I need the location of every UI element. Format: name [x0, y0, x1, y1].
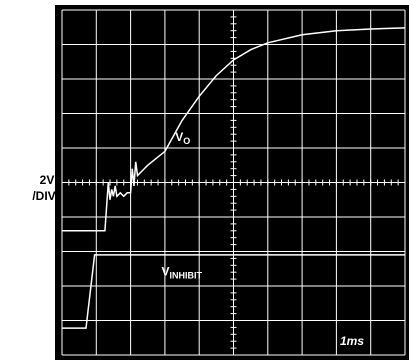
time-scale-label: 1ms [340, 334, 364, 348]
label-main: V [175, 130, 183, 144]
label-main: V [161, 265, 169, 279]
trace-label: VO [175, 130, 190, 146]
scale-label: 2V [40, 173, 55, 187]
scale-label: /DIV [32, 189, 55, 203]
trace [62, 254, 405, 329]
label-subscript: INHIBIT [169, 271, 202, 281]
trace [62, 27, 406, 232]
label-subscript: O [183, 136, 190, 146]
trace-label: VINHIBIT [161, 265, 202, 281]
